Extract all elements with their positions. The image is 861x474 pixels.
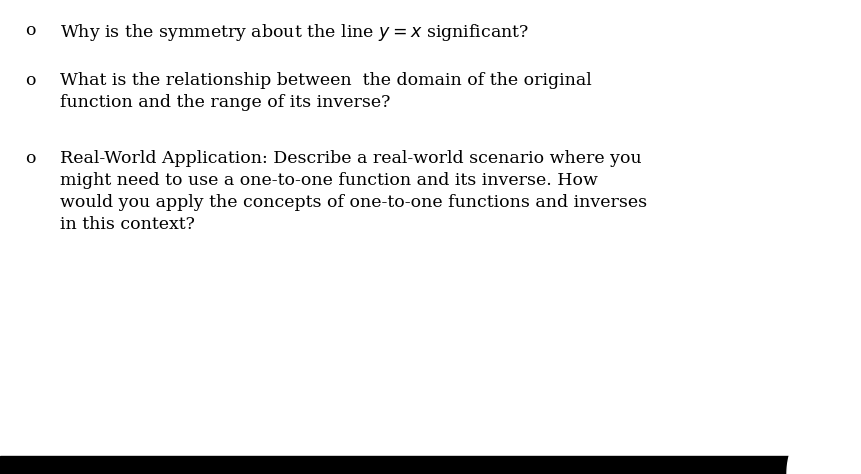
Text: would you apply the concepts of one-to-one functions and inverses: would you apply the concepts of one-to-o… <box>60 194 647 211</box>
Text: What is the relationship between  the domain of the original: What is the relationship between the dom… <box>60 72 591 89</box>
Bar <box>0 456 861 474</box>
Text: o: o <box>25 72 35 89</box>
Text: o: o <box>25 22 35 39</box>
Polygon shape <box>786 399 861 474</box>
Text: Why is the symmetry about the line $y = x$ significant?: Why is the symmetry about the line $y = … <box>60 22 529 43</box>
Text: Real-World Application: Describe a real-world scenario where you: Real-World Application: Describe a real-… <box>60 150 641 167</box>
Text: o: o <box>25 150 35 167</box>
Text: might need to use a one-to-one function and its inverse. How: might need to use a one-to-one function … <box>60 172 598 189</box>
Text: function and the range of its inverse?: function and the range of its inverse? <box>60 94 390 111</box>
Text: in this context?: in this context? <box>60 216 195 233</box>
